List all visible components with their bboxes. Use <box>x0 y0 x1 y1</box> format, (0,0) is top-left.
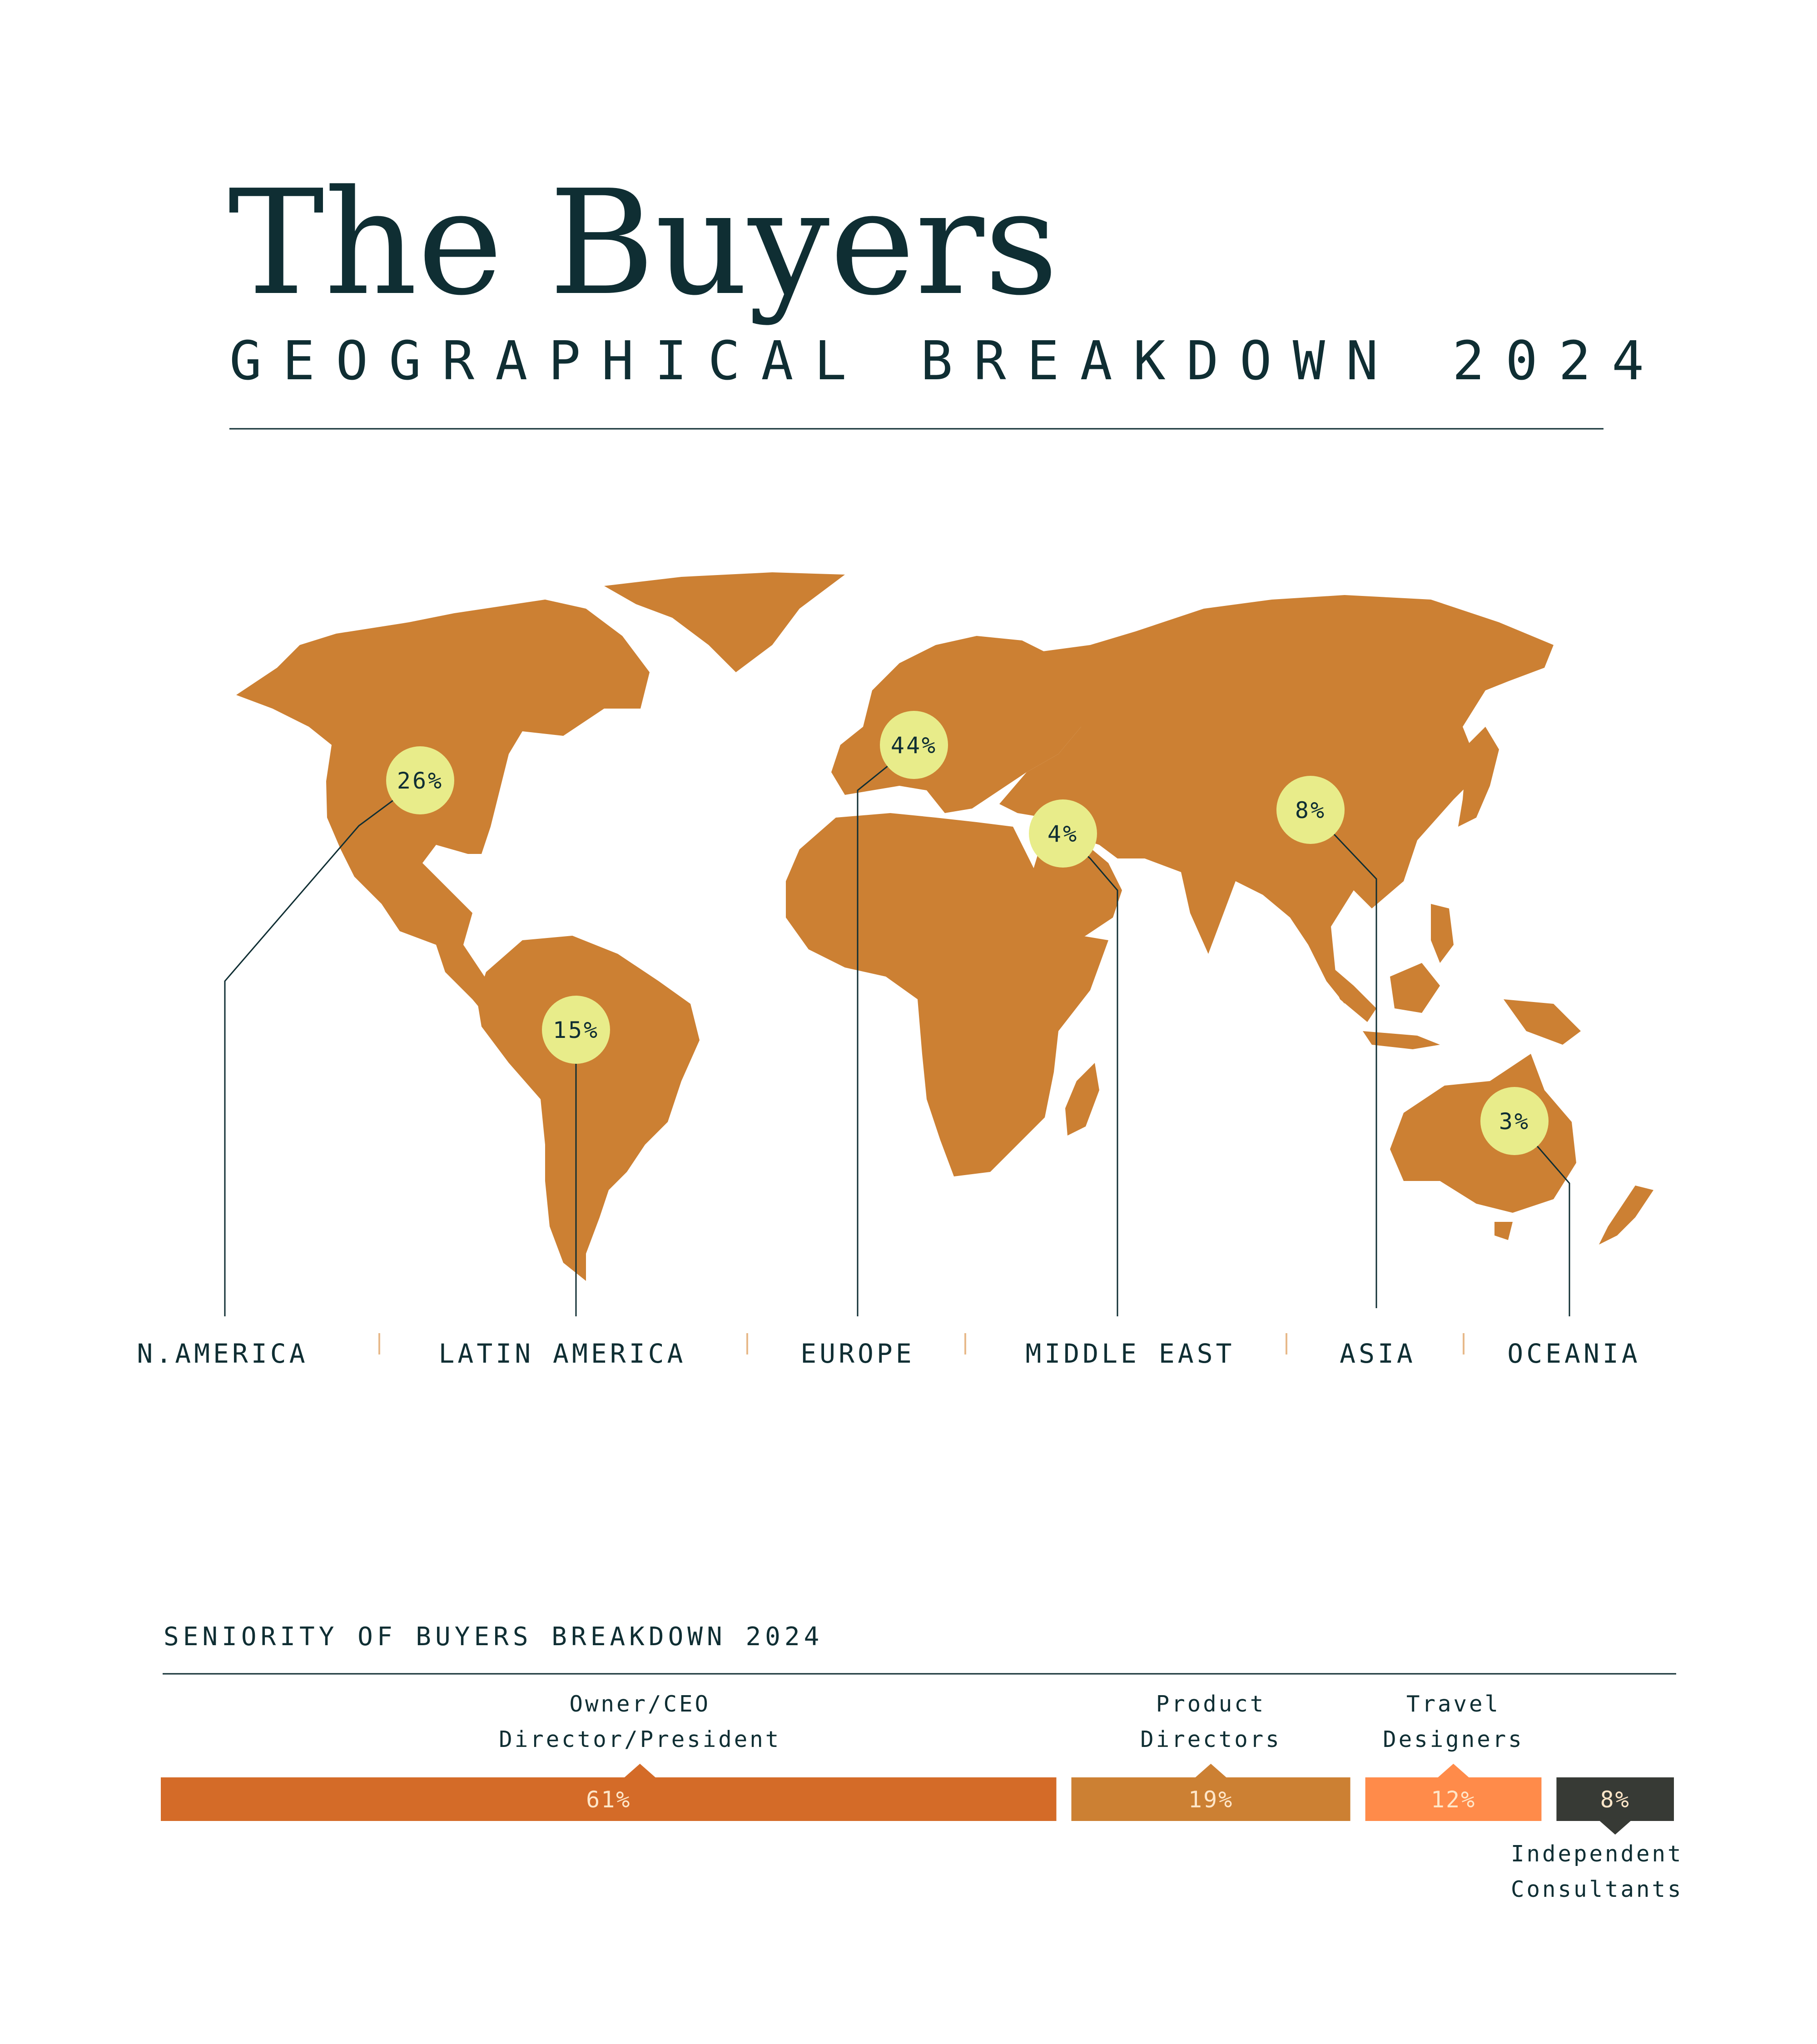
leader-line-n-america <box>224 779 421 1316</box>
bubble-asia <box>1276 776 1345 844</box>
landmass-greenland <box>604 572 845 672</box>
bubble-value-n-america: 26% <box>397 768 443 794</box>
bar-segment-independent-consultants <box>1556 1777 1674 1821</box>
bar-value-product-directors: 19% <box>1188 1786 1233 1813</box>
landmass-philippines <box>1431 904 1454 963</box>
bar-segment-travel-designers <box>1365 1777 1542 1821</box>
bubble-value-asia: 8% <box>1295 797 1326 824</box>
bar-pointer-owner-ceo-director-president <box>624 1764 655 1777</box>
bubble-value-europe: 44% <box>891 732 937 759</box>
landmass-sumatra <box>1322 958 1376 1022</box>
bar-value-owner-ceo-director-president: 61% <box>586 1786 631 1813</box>
region-label-n-america: N.AMERICA <box>137 1338 308 1369</box>
landmass-japan <box>1458 727 1499 827</box>
bubble-value-middle-east: 4% <box>1048 821 1078 847</box>
landmass-new-guinea <box>1504 999 1581 1045</box>
bar-value-travel-designers: 12% <box>1431 1786 1476 1813</box>
region-label-latin-america: LATIN AMERICA <box>439 1338 686 1369</box>
page-subtitle: GEOGRAPHICAL BREAKDOWN 2024 <box>229 329 1665 392</box>
bar-label-travel-designers: Travel <box>1406 1691 1500 1717</box>
seniority-title: SENIORITY OF BUYERS BREAKDOWN 2024 <box>164 1622 823 1652</box>
landmass-new-zealand <box>1599 1186 1653 1245</box>
bar-label-owner-ceo-director-president: Owner/CEO <box>570 1691 711 1717</box>
bar-label-product-directors: Directors <box>1140 1726 1281 1752</box>
bar-segment-product-directors <box>1071 1777 1350 1821</box>
map-annotations: 26% N.AMERICA 15% LATIN AMERICA 44% EUROPE 4% M… <box>137 711 1640 1369</box>
world-map <box>236 572 1653 1290</box>
region-label-middle-east: MIDDLE EAST <box>1025 1338 1235 1369</box>
bar-label-owner-ceo-director-president: Director/President <box>499 1726 781 1752</box>
bar-label-independent-consultants: Independent <box>1511 1841 1683 1867</box>
bubble-value-latin-america: 15% <box>553 1017 599 1043</box>
bar-label-travel-designers: Designers <box>1383 1726 1524 1752</box>
landmass-asia <box>999 595 1554 1004</box>
bar-value-independent-consultants: 8% <box>1600 1786 1630 1813</box>
bar-label-product-directors: Product <box>1156 1691 1266 1717</box>
region-label-europe: EUROPE <box>800 1338 915 1369</box>
landmass-borneo <box>1390 963 1440 1013</box>
landmass-africa <box>786 813 1108 1176</box>
landmass-java <box>1363 1031 1440 1049</box>
landmass-tasmania <box>1494 1222 1513 1240</box>
landmass-madagascar <box>1065 1063 1099 1136</box>
bar-label-independent-consultants: Consultants <box>1511 1876 1683 1902</box>
landmass-south-america <box>477 936 700 1290</box>
seniority-bars: 61% Owner/CEO Director/President 19% Product… <box>161 1691 1683 1902</box>
bubble-europe <box>880 711 948 779</box>
bubble-n-america <box>386 746 454 814</box>
region-label-oceania: OCEANIA <box>1507 1338 1640 1369</box>
bar-segment-owner-ceo-director-president <box>161 1777 1057 1821</box>
region-label-asia: ASIA <box>1340 1338 1416 1369</box>
seniority-section: SENIORITY OF BUYERS BREAKDOWN 2024 61% Ow… <box>161 1622 1683 1902</box>
bubble-oceania <box>1480 1087 1549 1155</box>
bar-pointer-travel-designers <box>1438 1764 1469 1777</box>
bubble-middle-east <box>1029 799 1097 868</box>
bubble-value-oceania: 3% <box>1499 1108 1530 1135</box>
bar-pointer-independent-consultants <box>1599 1821 1631 1835</box>
page-title: The Buyers <box>228 159 1058 327</box>
bubble-latin-america <box>542 996 610 1064</box>
bar-pointer-product-directors <box>1195 1764 1226 1777</box>
